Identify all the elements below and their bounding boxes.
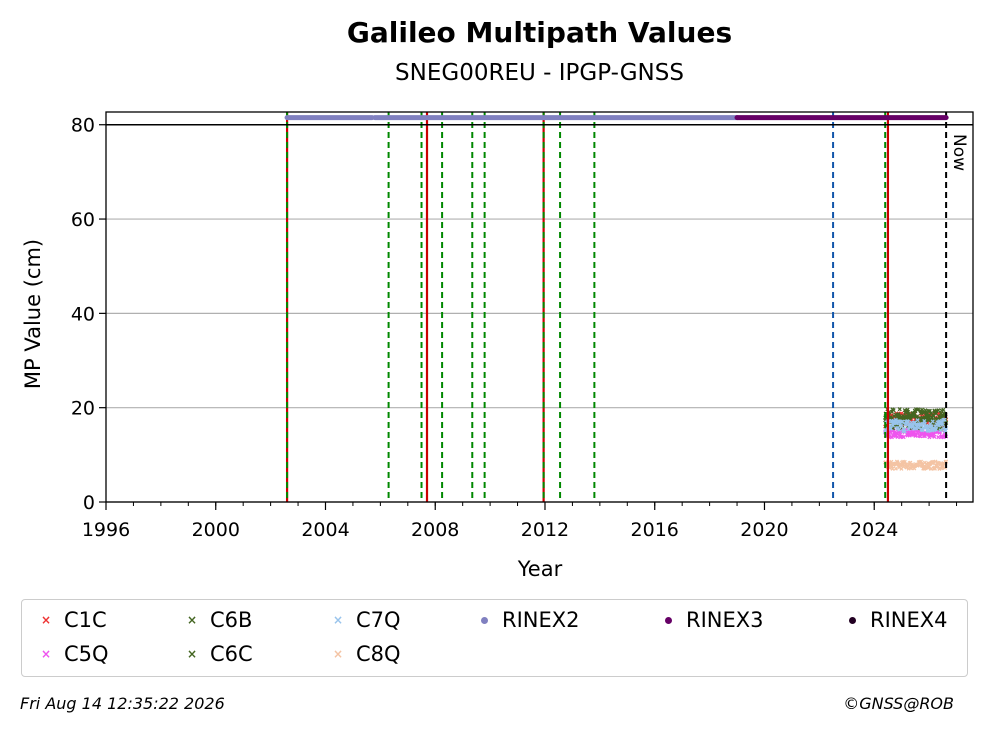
x-tick-label: 2000 <box>192 519 240 541</box>
data-point <box>897 427 902 432</box>
data-point <box>927 408 932 413</box>
x-tick-label: 2004 <box>301 519 349 541</box>
data-point <box>909 420 914 425</box>
data-point <box>941 407 946 412</box>
legend-item-c5q: × C5Q <box>38 642 109 666</box>
legend-marker: × <box>186 613 198 627</box>
x-tick-label: 2008 <box>411 519 459 541</box>
data-point <box>942 417 947 422</box>
data-point <box>931 432 936 437</box>
data-point <box>893 417 898 422</box>
data-point <box>912 413 917 418</box>
legend-item-rinex3: RINEX3 <box>660 608 764 632</box>
x-tick-label: 2020 <box>740 519 788 541</box>
axes: 0 20 40 60 80 1996 2000 2004 2008 2012 2016 2020 202… <box>71 115 958 541</box>
legend-label: C7Q <box>356 608 401 632</box>
legend-item-rinex4: RINEX4 <box>844 608 948 632</box>
data-point <box>931 412 936 417</box>
legend-marker <box>660 612 676 628</box>
data-point <box>922 421 927 426</box>
legend-marker: × <box>186 647 198 661</box>
data-point <box>897 407 902 412</box>
legend-item-c6c: × C6C <box>184 642 253 666</box>
legend-marker: × <box>332 647 344 661</box>
data-point <box>902 459 907 464</box>
data-point <box>936 408 941 413</box>
x-tick-label: 2016 <box>631 519 679 541</box>
legend-label: RINEX3 <box>686 608 764 632</box>
data-point <box>933 427 939 432</box>
data-point <box>932 427 937 432</box>
chart-title: Galileo Multipath Values <box>346 16 733 49</box>
legend-label: C5Q <box>64 642 109 666</box>
legend-marker: × <box>40 613 52 627</box>
legend-marker <box>476 612 492 628</box>
data-point <box>890 466 895 471</box>
data-point <box>891 408 896 413</box>
data-point <box>932 434 937 439</box>
series-C7Q <box>883 417 949 434</box>
data-point <box>944 459 949 464</box>
legend-label: C8Q <box>356 642 401 666</box>
y-tick-label: 20 <box>71 398 95 420</box>
data-point <box>938 428 943 433</box>
y-tick-label: 80 <box>71 115 95 137</box>
legend-label: C1C <box>64 608 107 632</box>
legend-item-c8q: × C8Q <box>330 642 401 666</box>
legend-label: C6B <box>210 608 253 632</box>
now-label: Now <box>949 134 969 171</box>
legend-marker: × <box>40 647 52 661</box>
y-tick-label: 0 <box>83 492 95 514</box>
data-point <box>888 462 893 467</box>
data-point <box>930 419 935 424</box>
data-point <box>918 434 923 439</box>
data-point <box>933 411 939 416</box>
y-tick-label: 40 <box>71 303 95 325</box>
y-tick-label: 60 <box>71 209 95 231</box>
legend-item-c6b: × C6B <box>184 608 252 632</box>
series-C8Q <box>883 459 949 471</box>
legend-item-c1c: × C1C <box>38 608 107 632</box>
data-point <box>890 423 896 428</box>
legend-item-rinex2: RINEX2 <box>476 608 580 632</box>
x-tick-label: 2024 <box>850 519 898 541</box>
legend-label: RINEX2 <box>502 608 580 632</box>
rinex-bars <box>106 115 973 126</box>
footer-timestamp: Fri Aug 14 12:35:22 2026 <box>20 694 225 713</box>
x-tick-label: 2012 <box>521 519 569 541</box>
series-points <box>883 407 949 471</box>
data-point <box>900 419 905 424</box>
grid-lines <box>106 124 973 503</box>
data-point <box>893 466 898 471</box>
legend-label: RINEX4 <box>870 608 948 632</box>
data-point <box>916 407 921 412</box>
data-point <box>906 419 911 424</box>
data-point <box>915 418 920 423</box>
data-point <box>922 418 927 424</box>
legend: × C1C × C6B × C7Q RINEX2 RINEX3 RINEX4 × C5Q × C6C × C… <box>21 599 968 677</box>
plot-area <box>105 111 974 503</box>
data-point <box>901 435 906 440</box>
event-lines <box>285 112 948 502</box>
legend-label: C6C <box>210 642 253 666</box>
data-point <box>913 426 918 431</box>
data-point <box>928 466 934 471</box>
legend-marker <box>844 612 860 628</box>
y-axis-label: MP Value (cm) <box>21 239 45 389</box>
legend-marker: × <box>332 613 344 627</box>
data-point <box>902 429 907 434</box>
data-point <box>940 422 945 427</box>
footer-credit: ©GNSS@ROB <box>843 694 954 713</box>
x-tick-label: 1996 <box>82 519 130 541</box>
chart-subtitle: SNEG00REU - IPGP-GNSS <box>395 60 684 86</box>
legend-item-c7q: × C7Q <box>330 608 401 632</box>
x-axis-label: Year <box>517 557 563 581</box>
